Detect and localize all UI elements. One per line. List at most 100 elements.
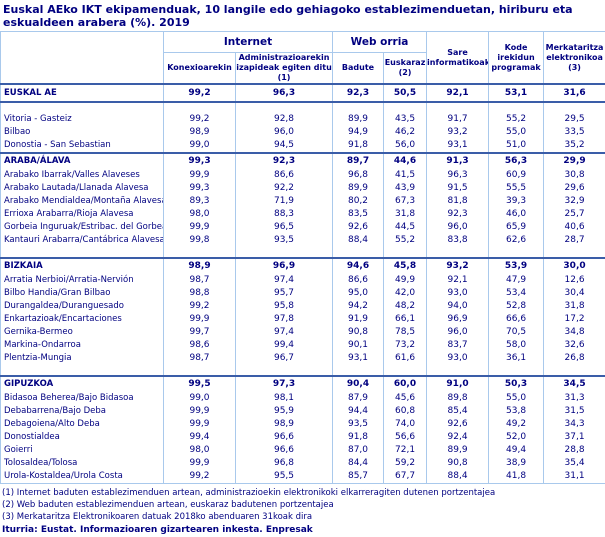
cell-value: 37,1 [544, 431, 605, 444]
row-label-header [1, 32, 164, 85]
cell-value: 34,8 [544, 326, 605, 339]
spacer-cell [236, 247, 333, 258]
cell-value: 96,6 [236, 444, 333, 457]
cell-value: 93,1 [427, 139, 489, 153]
row-label: ARABA/ÁLAVA [1, 153, 164, 169]
cell-value: 95,7 [236, 287, 333, 300]
cell-value: 25,7 [544, 208, 605, 221]
cell-value: 32,6 [544, 339, 605, 352]
cell-value: 35,4 [544, 457, 605, 470]
spacer-cell [384, 247, 427, 258]
row-label: Arabako Ibarrak/Valles Alaveses [1, 169, 164, 182]
cell-value: 98,7 [164, 352, 236, 365]
cell-value: 67,7 [384, 470, 427, 484]
row-label: BIZKAIA [1, 258, 164, 274]
cell-value: 31,6 [544, 84, 605, 102]
cell-value: 96,8 [236, 457, 333, 470]
cell-value: 93,2 [427, 126, 489, 139]
col-header-kode-irekidun: Kode irekidun programak [489, 32, 544, 85]
spacer-cell [427, 365, 489, 376]
cell-value: 91,0 [427, 376, 489, 392]
group-header-internet: Internet [164, 32, 333, 53]
cell-value: 87,9 [333, 392, 384, 405]
cell-value: 73,2 [384, 339, 427, 352]
cell-value: 96,9 [427, 313, 489, 326]
cell-value: 30,0 [544, 258, 605, 274]
row-label: Arabako Lautada/Llanada Alavesa [1, 182, 164, 195]
cell-value: 89,8 [427, 392, 489, 405]
cell-value: 92,1 [427, 274, 489, 287]
cell-value: 49,4 [489, 444, 544, 457]
spacer-cell [333, 247, 384, 258]
spacer-cell [236, 102, 333, 113]
cell-value: 84,4 [333, 457, 384, 470]
row-label: Plentzia-Mungia [1, 352, 164, 365]
cell-value: 94,6 [333, 258, 384, 274]
cell-value: 99,4 [236, 339, 333, 352]
cell-value: 44,5 [384, 221, 427, 234]
row-label: Errioxa Arabarra/Rioja Alavesa [1, 208, 164, 221]
spacer-cell [236, 365, 333, 376]
cell-value: 65,9 [489, 221, 544, 234]
spacer-cell [384, 102, 427, 113]
cell-value: 92,1 [427, 84, 489, 102]
cell-value: 53,8 [489, 405, 544, 418]
cell-value: 90,4 [333, 376, 384, 392]
cell-value: 55,0 [489, 126, 544, 139]
cell-value: 83,7 [427, 339, 489, 352]
cell-value: 43,5 [384, 113, 427, 126]
cell-value: 50,5 [384, 84, 427, 102]
cell-value: 50,3 [489, 376, 544, 392]
row-label: Durangaldea/Duranguesado [1, 300, 164, 313]
row-label: Bidasoa Beherea/Bajo Bidasoa [1, 392, 164, 405]
cell-value: 99,7 [164, 326, 236, 339]
cell-value: 92,3 [427, 208, 489, 221]
cell-value: 90,8 [427, 457, 489, 470]
cell-value: 99,2 [164, 84, 236, 102]
cell-value: 99,5 [164, 376, 236, 392]
cell-value: 91,8 [333, 431, 384, 444]
row-label: Tolosaldea/Tolosa [1, 457, 164, 470]
spacer-cell [544, 247, 605, 258]
cell-value: 12,6 [544, 274, 605, 287]
cell-value: 99,0 [164, 139, 236, 153]
cell-value: 38,9 [489, 457, 544, 470]
source-line: Iturria: Eustat. Informazioaren gizartea… [2, 523, 605, 537]
cell-value: 55,2 [384, 234, 427, 247]
cell-value: 34,3 [544, 418, 605, 431]
cell-value: 97,3 [236, 376, 333, 392]
spacer-cell [164, 102, 236, 113]
cell-value: 66,6 [489, 313, 544, 326]
cell-value: 71,9 [236, 195, 333, 208]
cell-value: 94,2 [333, 300, 384, 313]
cell-value: 87,0 [333, 444, 384, 457]
cell-value: 99,9 [164, 418, 236, 431]
col-header-euskaraz: Euskaraz (2) [384, 53, 427, 85]
cell-value: 99,2 [164, 300, 236, 313]
cell-value: 99,2 [164, 113, 236, 126]
cell-value: 41,5 [384, 169, 427, 182]
footnote-2: (2) Web baduten establezimenduen artean,… [2, 499, 605, 511]
row-label: Arabako Mendialdea/Montaña Alavesa [1, 195, 164, 208]
cell-value: 95,0 [333, 287, 384, 300]
cell-value: 59,2 [384, 457, 427, 470]
cell-value: 55,2 [489, 113, 544, 126]
cell-value: 33,5 [544, 126, 605, 139]
col-header-sare-informatikoak: Sare informatikoak [427, 32, 489, 85]
cell-value: 49,9 [384, 274, 427, 287]
cell-value: 98,7 [164, 274, 236, 287]
row-label: Bilbao [1, 126, 164, 139]
spacer-cell [427, 102, 489, 113]
cell-value: 99,3 [164, 182, 236, 195]
spacer-cell [333, 365, 384, 376]
